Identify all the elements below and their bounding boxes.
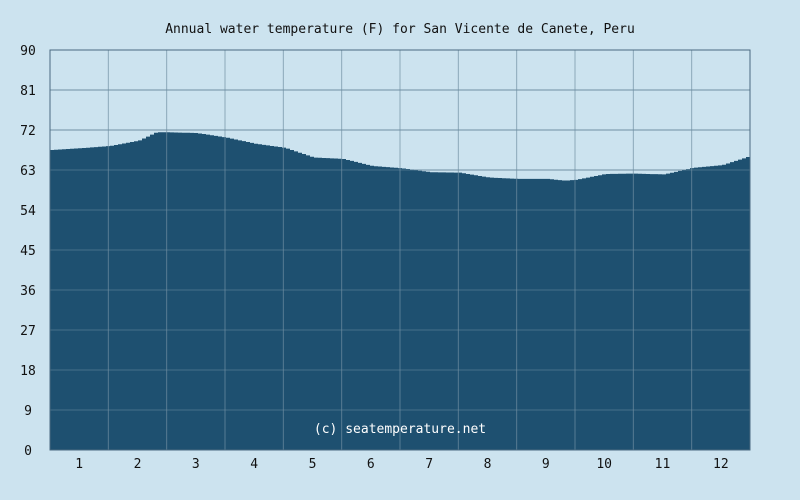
- x-tick-label: 1: [75, 457, 83, 472]
- y-tick-label: 72: [20, 124, 36, 139]
- watermark: (c) seatemperature.net: [314, 422, 486, 437]
- y-tick-label: 45: [20, 244, 36, 259]
- x-tick-label: 6: [367, 457, 375, 472]
- grid-overlay: [50, 50, 750, 450]
- x-tick-label: 7: [425, 457, 433, 472]
- x-tick-label: 12: [713, 457, 729, 472]
- x-tick-label: 10: [596, 457, 612, 472]
- y-tick-label: 63: [20, 164, 36, 179]
- y-tick-label: 0: [24, 444, 32, 459]
- x-tick-label: 9: [542, 457, 550, 472]
- x-axis-ticks: 1 2 3 4 5 6 7 8 9 10 11 12: [75, 457, 728, 472]
- y-tick-label: 81: [20, 84, 36, 99]
- x-tick-label: 5: [309, 457, 317, 472]
- y-tick-label: 9: [24, 404, 32, 419]
- y-tick-label: 90: [20, 44, 36, 59]
- x-tick-label: 11: [655, 457, 671, 472]
- y-tick-label: 36: [20, 284, 36, 299]
- x-tick-label: 3: [192, 457, 200, 472]
- x-tick-label: 8: [484, 457, 492, 472]
- x-tick-label: 2: [134, 457, 142, 472]
- y-axis-ticks: 0 9 18 27 36 45 54 63 72 81 90: [20, 44, 36, 459]
- y-tick-label: 18: [20, 364, 36, 379]
- x-tick-label: 4: [250, 457, 258, 472]
- plot-border: [49, 49, 751, 451]
- chart-title: Annual water temperature (F) for San Vic…: [165, 22, 635, 37]
- y-tick-label: 27: [20, 324, 36, 339]
- y-tick-label: 54: [20, 204, 36, 219]
